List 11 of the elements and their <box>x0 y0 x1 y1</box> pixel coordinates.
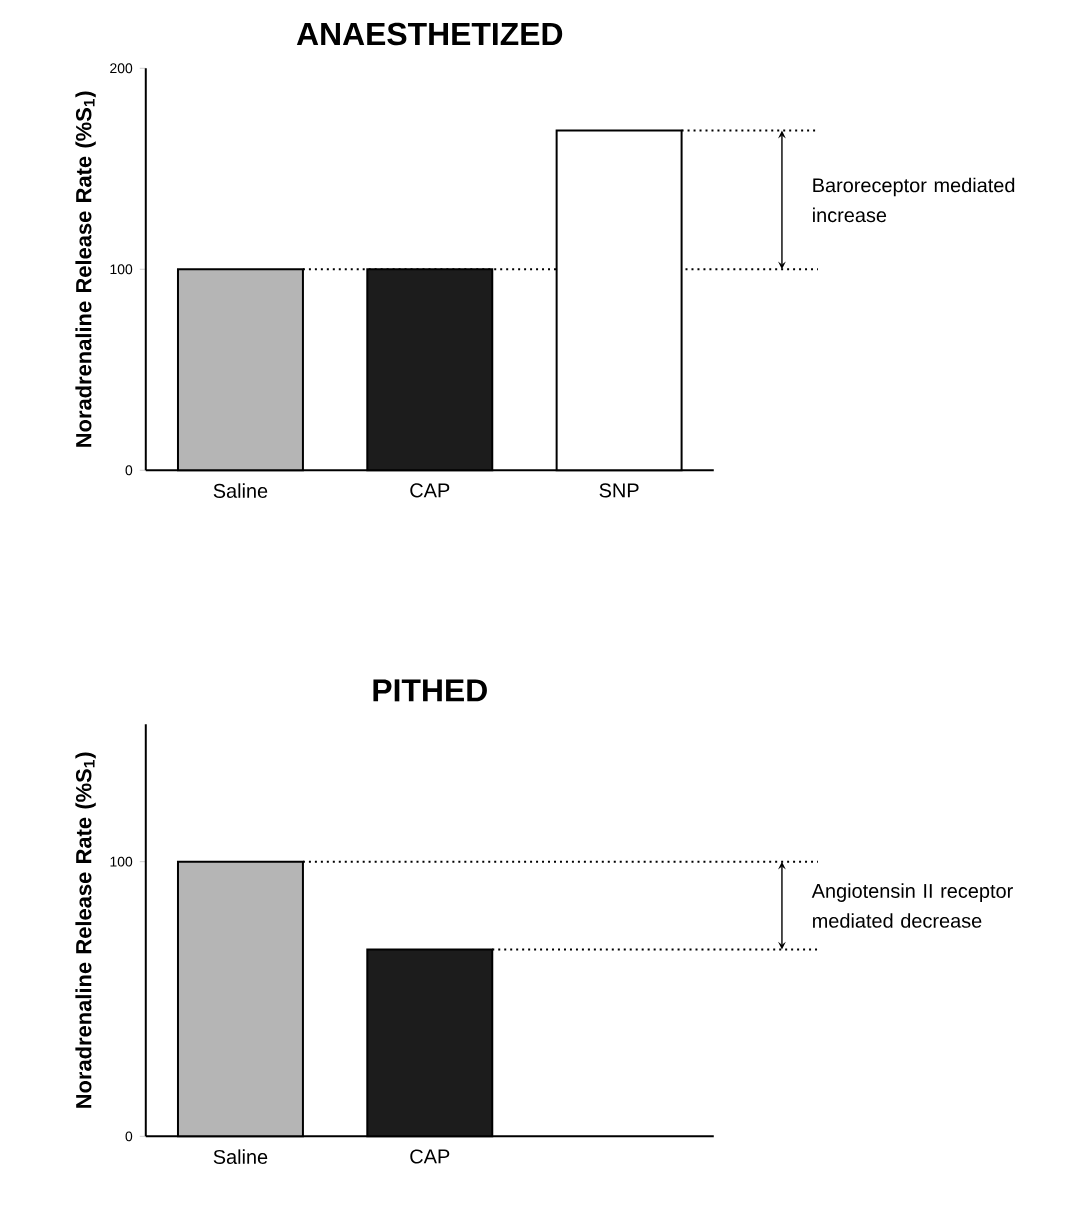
y-axis-title: Noradrenaline Release Rate (%S$_{1}$) <box>75 91 96 447</box>
x-tick-label: SNP <box>599 483 639 498</box>
chart-title: ANAESTHETIZED <box>296 22 563 46</box>
x-tick-label: CAP <box>410 483 450 498</box>
chart-title: PITHED <box>373 679 487 702</box>
text: Baroreceptor mediated increase <box>813 177 1015 223</box>
x-tick-label: CAP <box>410 1149 450 1164</box>
x-tick-label: Saline <box>213 1149 268 1164</box>
text: Angiotensin II receptor mediated decrease <box>811 883 1013 928</box>
x-tick-label: Saline <box>213 483 268 498</box>
y-axis-title: Noradrenaline Release Rate (%S$_{1}$) <box>75 752 96 1108</box>
